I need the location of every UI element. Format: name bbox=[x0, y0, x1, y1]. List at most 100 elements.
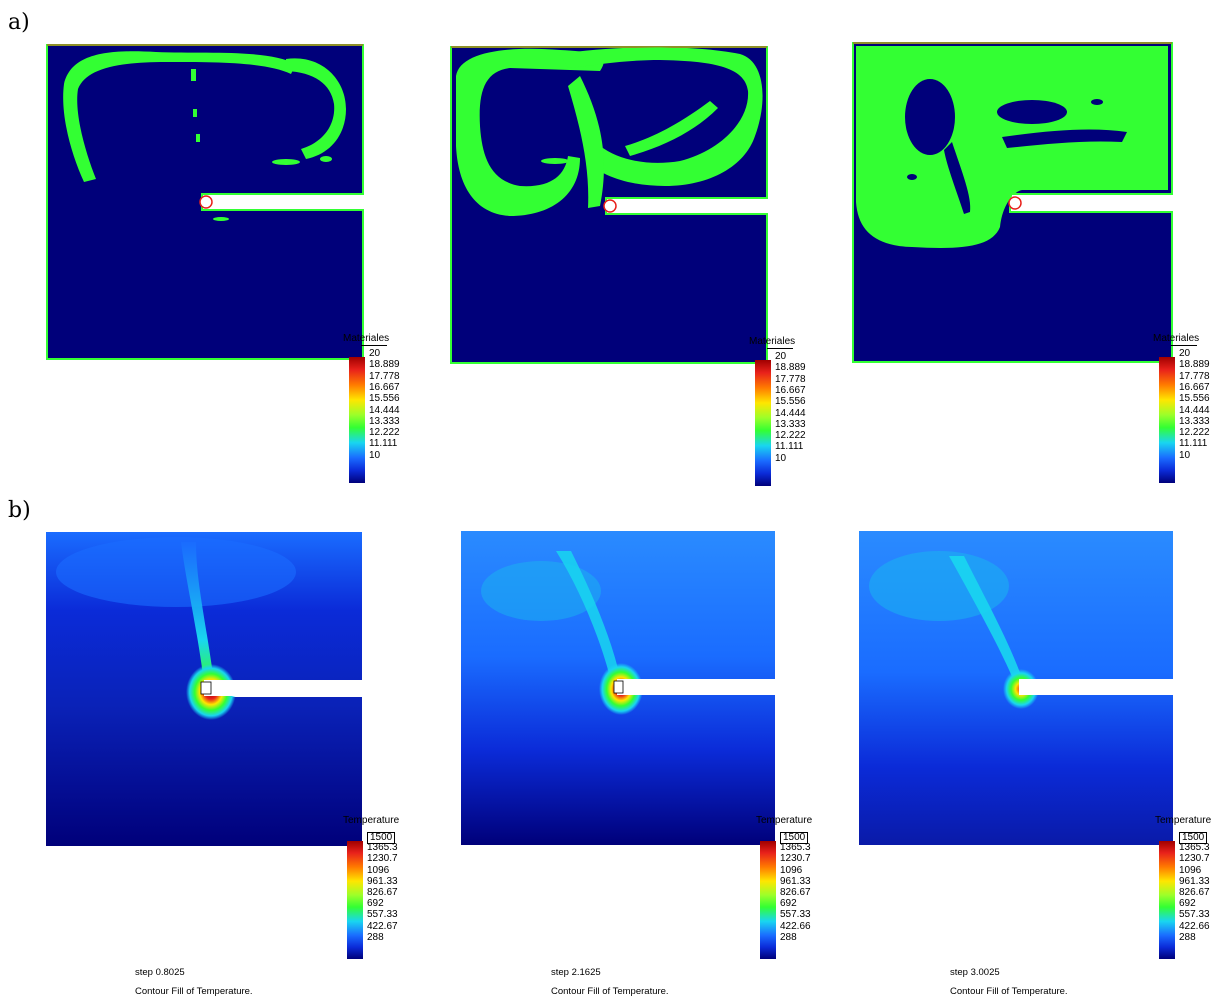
materials-legend-1: Materiales 20 18.889 17.778 16.667 15.556 14.… bbox=[343, 333, 423, 488]
legend-title: Materiales bbox=[749, 336, 796, 347]
legend-tick-label: 13.333 bbox=[1179, 415, 1210, 427]
legend-tick-label: 1365.3 bbox=[367, 842, 398, 854]
legend-tick-label: 17.778 bbox=[369, 370, 400, 382]
legend-tick-label: 1096 bbox=[780, 864, 803, 876]
legend-tick-label: 13.333 bbox=[369, 415, 400, 427]
caption-desc: Contour Fill of Temperature. bbox=[135, 986, 253, 997]
legend-tick-label: 13.333 bbox=[775, 418, 806, 430]
legend-tick-label: 961.33 bbox=[780, 875, 811, 887]
caption-step: step 2.1625 bbox=[551, 967, 601, 978]
legend-tick-label: 15.556 bbox=[775, 396, 806, 408]
legend-color-bar bbox=[349, 357, 365, 483]
temperature-field-2 bbox=[461, 531, 775, 845]
legend-tick-label: 826.67 bbox=[780, 887, 811, 898]
legend-tick-label: 692 bbox=[780, 898, 797, 910]
legend-tick-label: 1500 bbox=[367, 832, 396, 844]
legend-tick-label: 1230.7 bbox=[367, 853, 398, 865]
legend-tick-label: 961.33 bbox=[367, 875, 398, 887]
legend-tick-label: 826.67 bbox=[367, 887, 398, 898]
temperature-field-3 bbox=[859, 531, 1173, 845]
legend-title-underline bbox=[361, 345, 387, 346]
legend-tick-label: 1230.7 bbox=[1179, 853, 1210, 865]
temperature-legend-2: Temperature 1500 1365.3 1230.7 1096 961.33 82… bbox=[756, 815, 836, 965]
legend-tick-label: 14.444 bbox=[1179, 404, 1210, 416]
legend-tick-label: 1096 bbox=[1179, 864, 1202, 876]
legend-color-bar bbox=[1159, 357, 1175, 483]
row-label-a: a) bbox=[8, 10, 30, 35]
legend-tick-label: 16.667 bbox=[1179, 381, 1210, 393]
legend-tick-label: 20 bbox=[369, 348, 381, 359]
legend-tick-label: 692 bbox=[1179, 898, 1196, 910]
legend-tick-label: 12.222 bbox=[1179, 427, 1210, 439]
legend-title-underline bbox=[767, 348, 793, 349]
legend-tick-label: 557.33 bbox=[1179, 909, 1210, 921]
caption-step: step 0.8025 bbox=[135, 967, 185, 978]
legend-tick-label: 961.33 bbox=[1179, 875, 1210, 887]
caption-desc: Contour Fill of Temperature. bbox=[551, 986, 669, 997]
legend-tick-label: 15.556 bbox=[369, 393, 400, 405]
legend-tick-label: 557.33 bbox=[780, 909, 811, 921]
legend-title: Temperature bbox=[1155, 815, 1212, 826]
legend-tick-label: 18.889 bbox=[1179, 359, 1210, 371]
legend-tick-label: 12.222 bbox=[369, 427, 400, 439]
temperature-legend-1: Temperature 1500 1365.3 1230.7 1096 961.33 82… bbox=[343, 815, 423, 965]
legend-tick-label: 692 bbox=[367, 898, 384, 910]
caption-desc: Contour Fill of Temperature. bbox=[950, 986, 1068, 997]
materials-panel-3 bbox=[852, 42, 1177, 367]
materials-legend-3: Materiales 20 18.889 17.778 16.667 15.556 14.… bbox=[1153, 333, 1221, 488]
materials-panel-2 bbox=[450, 46, 770, 366]
legend-title: Materiales bbox=[1153, 333, 1200, 344]
legend-tick-label: 422.66 bbox=[1179, 920, 1210, 932]
temperature-legend-3: Temperature 1500 1365.3 1230.7 1096 961.33 82… bbox=[1155, 815, 1221, 965]
legend-tick-label: 17.778 bbox=[1179, 370, 1210, 382]
legend-tick-label: 1365.3 bbox=[780, 842, 811, 854]
legend-tick-label: 557.33 bbox=[367, 909, 398, 921]
legend-title: Materiales bbox=[343, 333, 390, 344]
temperature-field-1 bbox=[46, 532, 362, 846]
temperature-panel-3 bbox=[859, 531, 1173, 845]
legend-tick-label: 16.667 bbox=[369, 381, 400, 393]
legend-tick-label: 10 bbox=[369, 449, 381, 461]
legend-color-bar bbox=[760, 841, 776, 959]
legend-tick-label: 18.889 bbox=[369, 359, 400, 371]
caption-1: step 0.8025 Contour Fill of Temperature. bbox=[135, 966, 253, 999]
caption-3: step 3.0025 Contour Fill of Temperature. bbox=[950, 966, 1068, 999]
legend-tick-label: 1500 bbox=[1179, 832, 1208, 844]
legend-tick-label: 288 bbox=[1179, 931, 1196, 943]
legend-tick-label: 288 bbox=[367, 931, 384, 943]
legend-tick-label: 11.111 bbox=[1179, 438, 1208, 450]
legend-tick-label: 20 bbox=[775, 351, 787, 362]
legend-tick-label: 17.778 bbox=[775, 373, 806, 385]
materials-field-3 bbox=[852, 42, 1173, 363]
legend-tick-label: 18.889 bbox=[775, 362, 806, 374]
legend-title: Temperature bbox=[343, 815, 400, 826]
legend-tick-label: 11.111 bbox=[775, 441, 804, 453]
row-label-b: b) bbox=[8, 498, 31, 523]
legend-tick-label: 422.67 bbox=[367, 920, 398, 932]
legend-color-bar bbox=[347, 841, 363, 959]
materials-panel-1 bbox=[46, 44, 366, 364]
legend-tick-label: 20 bbox=[1179, 348, 1191, 359]
legend-tick-label: 422.66 bbox=[780, 920, 811, 932]
legend-tick-label: 288 bbox=[780, 931, 797, 943]
materials-field-1 bbox=[46, 44, 364, 360]
legend-tick-label: 10 bbox=[1179, 449, 1191, 461]
materials-legend-2: Materiales 20 18.889 17.778 16.667 15.556 14.… bbox=[749, 336, 829, 491]
legend-color-bar bbox=[1159, 841, 1175, 959]
legend-tick-label: 11.111 bbox=[369, 438, 398, 450]
legend-tick-label: 12.222 bbox=[775, 430, 806, 442]
caption-step: step 3.0025 bbox=[950, 967, 1000, 978]
legend-tick-label: 16.667 bbox=[775, 384, 806, 396]
materials-field-2 bbox=[450, 46, 768, 364]
caption-2: step 2.1625 Contour Fill of Temperature. bbox=[551, 966, 669, 999]
legend-tick-label: 1096 bbox=[367, 864, 390, 876]
legend-tick-label: 1230.7 bbox=[780, 853, 811, 865]
legend-tick-label: 826.67 bbox=[1179, 887, 1210, 898]
legend-title: Temperature bbox=[756, 815, 813, 826]
legend-color-bar bbox=[755, 360, 771, 486]
legend-tick-label: 14.444 bbox=[775, 407, 806, 419]
temperature-panel-2 bbox=[461, 531, 775, 845]
legend-tick-label: 10 bbox=[775, 452, 787, 464]
temperature-panel-1 bbox=[46, 532, 362, 846]
legend-tick-label: 1365.3 bbox=[1179, 842, 1210, 854]
